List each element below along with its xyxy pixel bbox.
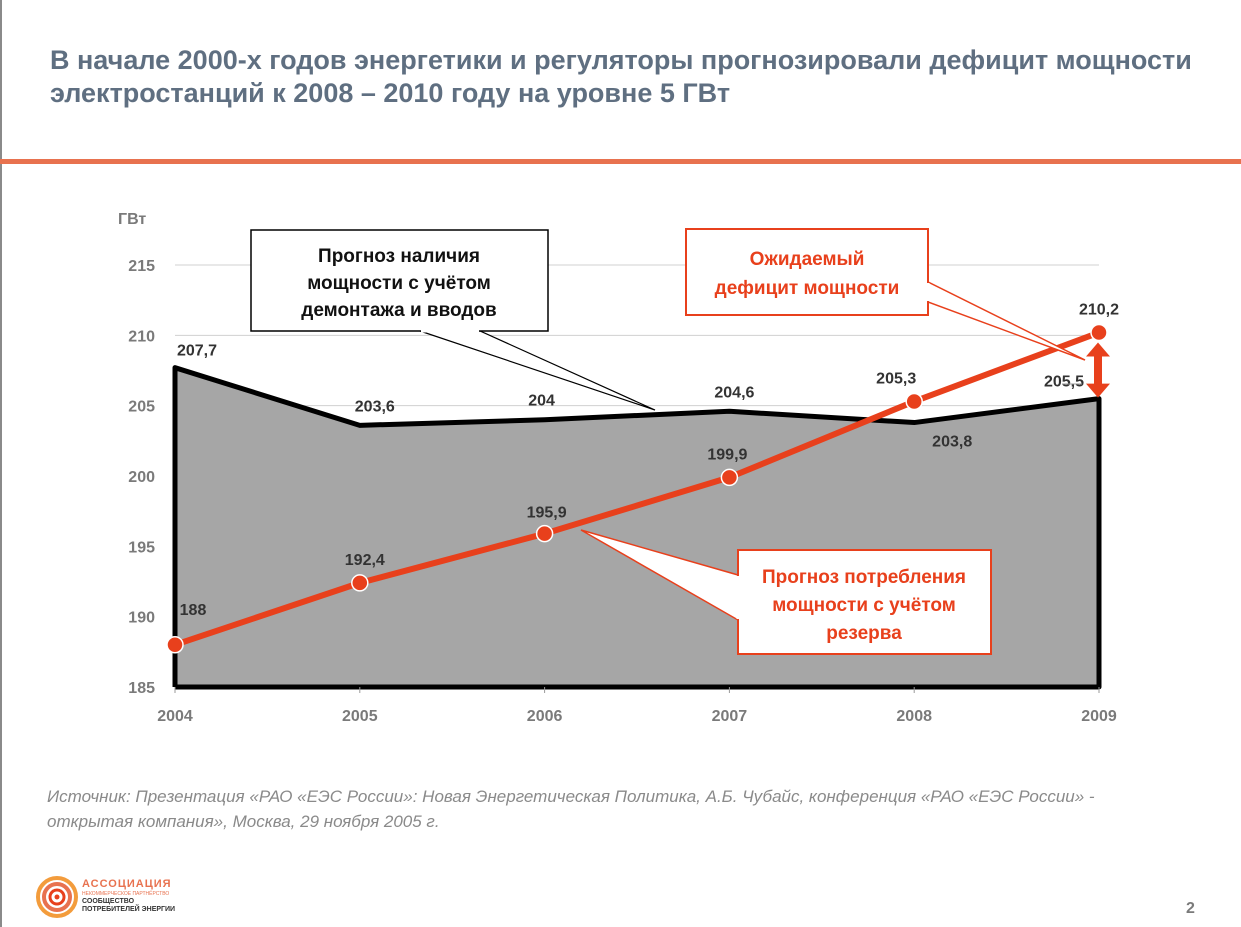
demand-callout-box xyxy=(737,549,992,655)
deficit-callout-pointer xyxy=(927,280,1086,361)
demand-line xyxy=(174,329,1101,648)
y-axis-label: ГВт xyxy=(118,211,146,228)
demand-value-label: 195,9 xyxy=(527,505,567,522)
logo-emblem-icon xyxy=(36,876,78,918)
title-line-2: электростанций к 2008 – 2010 году на уро… xyxy=(50,78,731,108)
demand-value-label: 199,9 xyxy=(707,446,747,463)
demand-point xyxy=(720,468,739,487)
supply-value-label: 203,8 xyxy=(932,434,972,451)
demand-point xyxy=(1090,323,1108,342)
demand-value-label: 188 xyxy=(180,602,207,619)
source-note: Источник: Презентация «РАО «ЕЭС России»:… xyxy=(47,784,1197,834)
source-line-1: Источник: Презентация «РАО «ЕЭС России»:… xyxy=(47,787,1095,806)
logo-title: АССОЦИАЦИЯ xyxy=(82,878,172,890)
title-divider xyxy=(0,159,1241,164)
deficit-callout-line-2: дефицит мощности xyxy=(715,278,900,299)
demand-value-label: 192,4 xyxy=(345,552,385,569)
x-tick-label: 2009 xyxy=(1081,708,1117,725)
deficit-callout-line-1: Ожидаемый xyxy=(750,249,865,270)
supply-value-label: 205,5 xyxy=(1044,374,1084,391)
logo-subtitle: НЕКОММЕРЧЕСКОЕ ПАРТНЁРСТВО xyxy=(82,891,170,897)
demand-value-labels: 188 192,4 195,9 199,9 205,3 210,2 xyxy=(180,302,1119,619)
y-tick-label: 185 xyxy=(128,680,155,697)
demand-value-label: 210,2 xyxy=(1079,302,1119,319)
left-border xyxy=(0,0,2,927)
x-tick-label: 2008 xyxy=(896,708,932,725)
x-tick-label: 2004 xyxy=(157,708,193,725)
demand-point xyxy=(535,524,554,543)
supply-value-labels: 207,7 203,6 204 204,6 203,8 205,5 xyxy=(177,343,1084,451)
y-tick-label: 190 xyxy=(128,610,155,627)
x-tick-label: 2006 xyxy=(527,708,563,725)
title-line-1: В начале 2000-х годов энергетики и регул… xyxy=(50,45,1192,75)
supply-callout-line-2: мощности с учётом xyxy=(307,273,491,294)
page-number: 2 xyxy=(1186,900,1195,917)
supply-callout-box xyxy=(250,229,549,332)
y-tick-label: 215 xyxy=(128,258,155,275)
demand-callout-line-2: мощности с учётом xyxy=(772,595,956,616)
supply-value-label: 207,7 xyxy=(177,343,217,360)
logo-line-1: СООБЩЕСТВО xyxy=(82,898,135,905)
x-axis-ticks: 2004 2005 2006 2007 2008 2009 xyxy=(157,687,1117,725)
x-tick-label: 2007 xyxy=(712,708,748,725)
supply-callout-line-1: Прогноз наличия xyxy=(318,246,480,267)
demand-value-label: 205,3 xyxy=(876,370,916,387)
supply-value-label: 204 xyxy=(528,393,555,410)
y-tick-label: 195 xyxy=(128,539,155,556)
deficit-arrow xyxy=(1086,342,1110,398)
demand-callout-line-3: резерва xyxy=(826,623,902,644)
supply-value-label: 204,6 xyxy=(714,384,754,401)
demand-point xyxy=(905,392,923,411)
association-logo: АССОЦИАЦИЯ НЕКОММЕРЧЕСКОЕ ПАРТНЁРСТВО СО… xyxy=(36,874,196,922)
supply-callout-line-3: демонтажа и вводов xyxy=(301,300,496,321)
y-axis-ticks: 215 210 205 200 195 190 185 xyxy=(128,258,155,697)
demand-callout-line-1: Прогноз потребления xyxy=(762,567,966,588)
deficit-callout-box xyxy=(685,228,929,316)
supply-line xyxy=(172,365,1102,690)
demand-point xyxy=(166,636,184,654)
demand-point xyxy=(351,574,369,592)
supply-value-label: 203,6 xyxy=(355,398,395,415)
x-tick-label: 2005 xyxy=(342,708,378,725)
logo-line-2: ПОТРЕБИТЕЛЕЙ ЭНЕРГИИ xyxy=(82,906,176,913)
y-tick-label: 205 xyxy=(128,399,155,416)
y-tick-label: 200 xyxy=(128,469,155,486)
source-line-2: открытая компания», Москва, 29 ноября 20… xyxy=(47,812,440,831)
demand-points xyxy=(166,323,1108,654)
y-tick-label: 210 xyxy=(128,328,155,345)
slide-title: В начале 2000-х годов энергетики и регул… xyxy=(50,44,1220,110)
